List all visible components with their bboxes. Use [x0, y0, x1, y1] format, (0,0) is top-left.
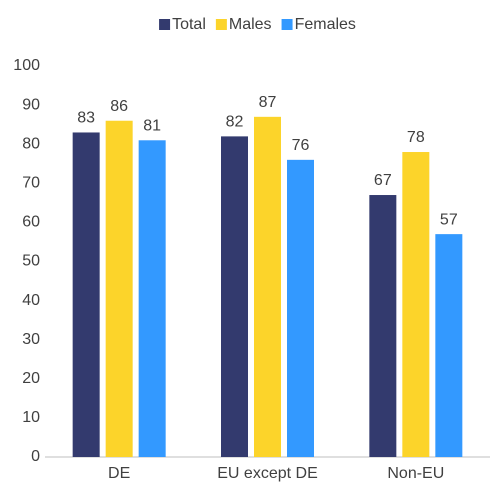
data-label: 57	[440, 211, 458, 228]
bar	[138, 140, 166, 458]
bar	[287, 159, 314, 457]
y-tick-label: 40	[22, 292, 40, 309]
y-tick-label: 0	[31, 448, 40, 465]
legend-label: Females	[295, 16, 356, 33]
bar	[221, 136, 248, 457]
data-label: 86	[110, 98, 128, 115]
bar	[402, 152, 430, 457]
data-label: 67	[374, 172, 392, 189]
bar	[105, 120, 133, 458]
data-label: 78	[407, 129, 425, 146]
x-tick-label: Non-EU	[387, 465, 444, 482]
data-label: 82	[226, 114, 244, 131]
data-label: 76	[292, 137, 310, 154]
bar	[254, 116, 281, 457]
data-label: 87	[259, 94, 277, 111]
legend-label: Total	[172, 16, 206, 33]
y-tick-label: 20	[22, 370, 40, 387]
y-tick-label: 100	[13, 57, 40, 74]
x-tick-label: DE	[108, 465, 130, 482]
legend-swatch	[281, 19, 293, 30]
bar	[369, 195, 397, 457]
legend-swatch	[159, 19, 171, 30]
y-tick-label: 90	[22, 96, 40, 113]
y-tick-label: 60	[22, 214, 40, 231]
y-tick-label: 30	[22, 331, 40, 348]
data-label: 83	[77, 110, 95, 127]
y-tick-label: 70	[22, 175, 40, 192]
legend-swatch	[215, 19, 227, 30]
bar	[72, 132, 100, 457]
data-label: 81	[143, 118, 161, 135]
bar	[435, 234, 463, 457]
x-tick-label: EU except DE	[217, 465, 317, 482]
y-tick-label: 80	[22, 135, 40, 152]
y-tick-label: 10	[22, 409, 40, 426]
y-tick-label: 50	[22, 253, 40, 270]
legend-label: Males	[229, 16, 272, 33]
